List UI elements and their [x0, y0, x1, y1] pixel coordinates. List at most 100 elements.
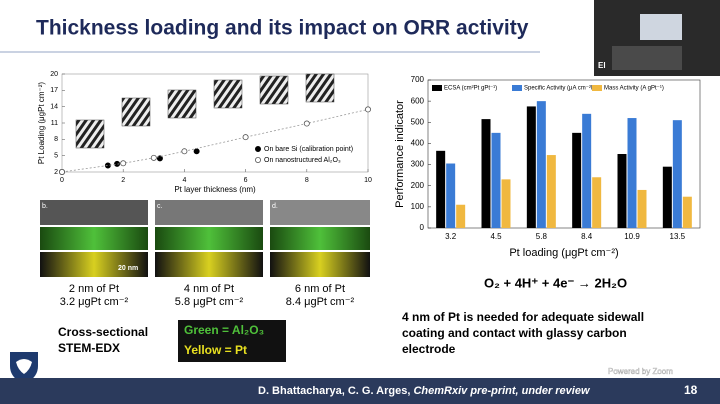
- scale-bar: 20 nm: [118, 265, 138, 272]
- x-axis-label: Pt loading (μgPt cm⁻²): [509, 247, 618, 259]
- x-tick-label: 0: [60, 177, 64, 184]
- inset-image: [305, 73, 335, 103]
- bar: [536, 101, 546, 228]
- zoom-room: [612, 46, 682, 70]
- y-tick-label: 300: [411, 160, 425, 169]
- equation: O₂ + 4H⁺ + 4e⁻ → 2H₂O: [484, 275, 627, 290]
- bar: [617, 154, 627, 228]
- caption: 2 nm of Pt: [69, 283, 119, 295]
- legend-swatch: [432, 85, 442, 91]
- panel-label: b.: [42, 203, 48, 210]
- point: [242, 134, 249, 141]
- caption: 3.2 μgPt cm⁻²: [60, 296, 129, 308]
- x-tick-label: 8: [305, 177, 309, 184]
- zoom-screen: [640, 14, 682, 40]
- inset-image: [213, 79, 243, 109]
- key-yellow: Yellow = Pt: [184, 343, 247, 357]
- legend-marker: [254, 156, 261, 163]
- inset-image: [259, 75, 289, 105]
- key-green: Green = Al₂O₃: [184, 323, 264, 337]
- point: [59, 168, 66, 175]
- legend-label: On bare Si (calibration point): [264, 146, 353, 153]
- point: [193, 148, 200, 155]
- legend-marker: [254, 145, 261, 152]
- y-tick-label: 5: [54, 153, 58, 160]
- y-tick-label: 100: [411, 202, 425, 211]
- x-tick-label: 5.8: [536, 232, 548, 241]
- legend-swatch: [592, 85, 602, 91]
- point: [120, 160, 127, 167]
- x-tick-label: 2: [121, 177, 125, 184]
- point: [303, 120, 310, 127]
- key-box: [178, 320, 286, 362]
- y-tick-label: 0: [420, 223, 425, 232]
- point: [364, 106, 371, 113]
- x-tick-label: 10.9: [624, 232, 640, 241]
- panel-label: d.: [272, 203, 278, 210]
- bar: [682, 196, 692, 228]
- authors: D. Bhattacharya, C. G. Arges,: [258, 385, 413, 397]
- legend-label: Specific Activity (μA cm⁻²Pt): [524, 86, 599, 92]
- legend-label: On nanostructured Al₂O₃: [264, 157, 341, 164]
- bar: [582, 113, 592, 228]
- legend-label: ECSA (cm²Pt gPt⁻¹): [444, 86, 497, 92]
- y-axis-label: Performance indicator: [394, 100, 406, 208]
- bar: [446, 163, 456, 228]
- bar: [592, 177, 602, 228]
- y-tick-label: 20: [50, 71, 58, 78]
- x-tick-label: 13.5: [670, 232, 686, 241]
- zoom-watermark: Powered by Zoom: [608, 367, 673, 376]
- bar: [546, 155, 556, 228]
- y-tick-label: 500: [411, 117, 425, 126]
- legend-label: Mass Activity (A gPt⁻¹): [604, 86, 664, 92]
- bar: [456, 204, 466, 228]
- caption: 4 nm of Pt: [184, 283, 234, 295]
- x-tick-label: 8.4: [581, 232, 593, 241]
- inset-image: [75, 119, 105, 149]
- x-tick-label: 4.5: [490, 232, 502, 241]
- y-axis-label: Pt Loading (μgPt cm⁻²): [37, 82, 46, 165]
- y-tick-label: 14: [50, 104, 58, 111]
- bar: [662, 166, 672, 228]
- bar: [481, 119, 491, 228]
- footer-bar: [0, 378, 720, 404]
- y-tick-label: 17: [50, 87, 58, 94]
- method: Cross-sectional: [58, 325, 148, 339]
- bar: [526, 106, 536, 228]
- y-tick-label: 400: [411, 139, 425, 148]
- y-tick-label: 11: [51, 120, 58, 127]
- y-tick-label: 8: [54, 136, 58, 143]
- caption: 8.4 μgPt cm⁻²: [286, 296, 355, 308]
- bar: [491, 132, 501, 228]
- y-tick-label: 200: [411, 181, 425, 190]
- y-tick-label: 2: [54, 169, 58, 176]
- plot-frame: [427, 79, 701, 229]
- statement: 4 nm of Pt is needed for adequate sidewa…: [402, 310, 644, 324]
- page-number: 18: [684, 383, 698, 397]
- point: [181, 148, 188, 155]
- x-tick-label: 6: [244, 177, 248, 184]
- statement: electrode: [402, 342, 456, 356]
- bar: [572, 132, 582, 228]
- x-tick-label: 10: [364, 177, 372, 184]
- bar: [637, 189, 647, 228]
- bar: [436, 150, 446, 228]
- bar: [501, 179, 511, 228]
- inset-image: [121, 97, 151, 127]
- logo-lion: [16, 359, 32, 374]
- citation: D. Bhattacharya, C. G. Arges, ChemRxiv p…: [258, 385, 591, 397]
- zoom-label: El: [598, 61, 606, 70]
- caption: 5.8 μgPt cm⁻²: [175, 296, 244, 308]
- caption: 6 nm of Pt: [295, 283, 345, 295]
- panel-label: c.: [157, 203, 163, 210]
- method: STEM-EDX: [58, 341, 120, 355]
- stem-images: [40, 200, 370, 277]
- legend-swatch: [512, 85, 522, 91]
- point: [150, 154, 157, 161]
- bar: [672, 120, 682, 228]
- source: ChemRxiv pre-print, under review: [413, 385, 590, 397]
- point: [114, 160, 121, 167]
- statement: coating and contact with glassy carbon: [402, 326, 627, 340]
- y-tick-label: 700: [411, 75, 425, 84]
